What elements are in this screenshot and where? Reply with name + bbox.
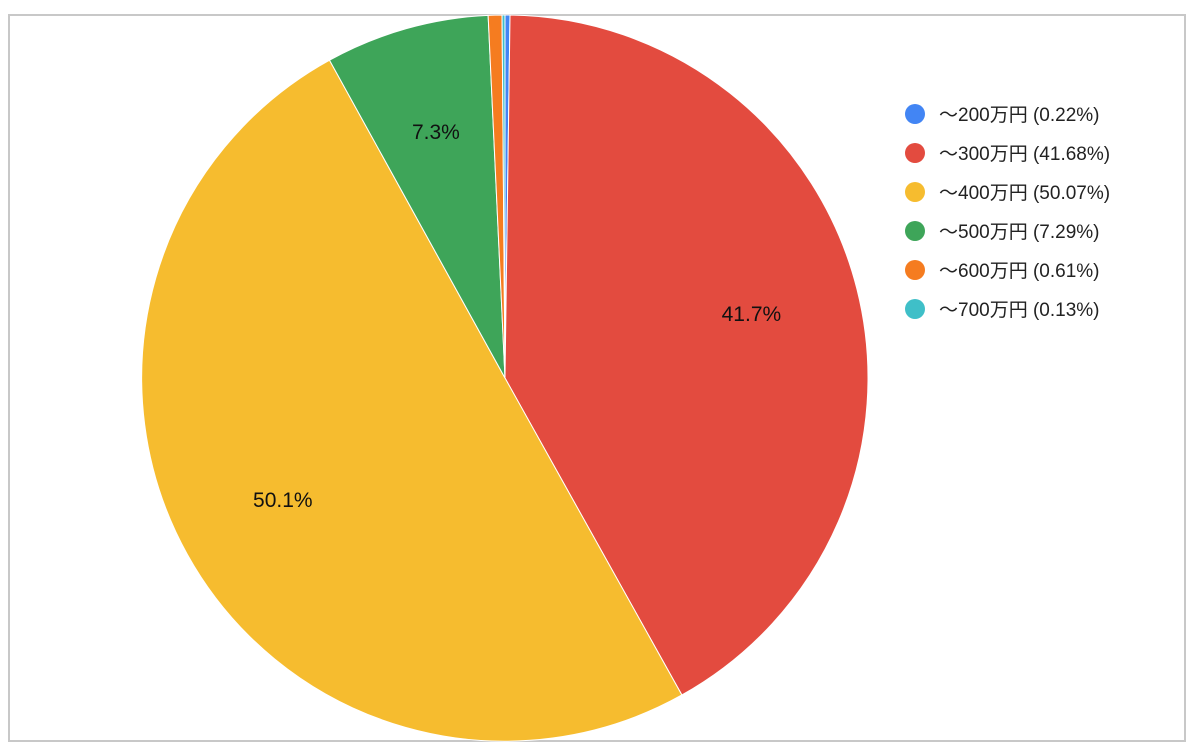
- legend-swatch-500: [905, 220, 925, 241]
- legend-item-700: 〜700万円 (0.13%): [905, 289, 1110, 328]
- legend-label-200: 〜200万円 (0.22%): [939, 105, 1100, 126]
- legend-label-700: 〜700万円 (0.13%): [939, 300, 1100, 321]
- legend-swatch-700: [905, 298, 925, 319]
- legend-item-400: 〜400万円 (50.07%): [905, 172, 1110, 211]
- pie-slice-4: [328, 14, 506, 379]
- legend-item-300: 〜300万円 (41.68%): [905, 133, 1110, 172]
- legend-swatch-400: [905, 181, 925, 202]
- pie-slice-3: [141, 59, 683, 742]
- legend-label-600: 〜600万円 (0.61%): [939, 261, 1100, 282]
- legend-label-500: 〜500万円 (7.29%): [939, 222, 1100, 243]
- legend-label-400: 〜400万円 (50.07%): [939, 183, 1111, 204]
- chart-legend: 〜200万円 (0.22%) 〜300万円 (41.68%) 〜400万円 (5…: [905, 94, 1110, 328]
- pie-slice-6: [501, 14, 506, 379]
- legend-swatch-200: [905, 103, 925, 124]
- slice-label-2: 41.7%: [722, 303, 782, 326]
- legend-swatch-600: [905, 259, 925, 280]
- legend-swatch-300: [905, 142, 925, 163]
- legend-item-200: 〜200万円 (0.22%): [905, 94, 1110, 133]
- legend-label-300: 〜300万円 (41.68%): [939, 144, 1111, 165]
- legend-item-600: 〜600万円 (0.61%): [905, 250, 1110, 289]
- legend-item-500: 〜500万円 (7.29%): [905, 211, 1110, 250]
- slice-label-3: 50.1%: [253, 489, 313, 512]
- slice-label-4: 7.3%: [412, 121, 460, 144]
- pie-slice-2: [504, 14, 869, 696]
